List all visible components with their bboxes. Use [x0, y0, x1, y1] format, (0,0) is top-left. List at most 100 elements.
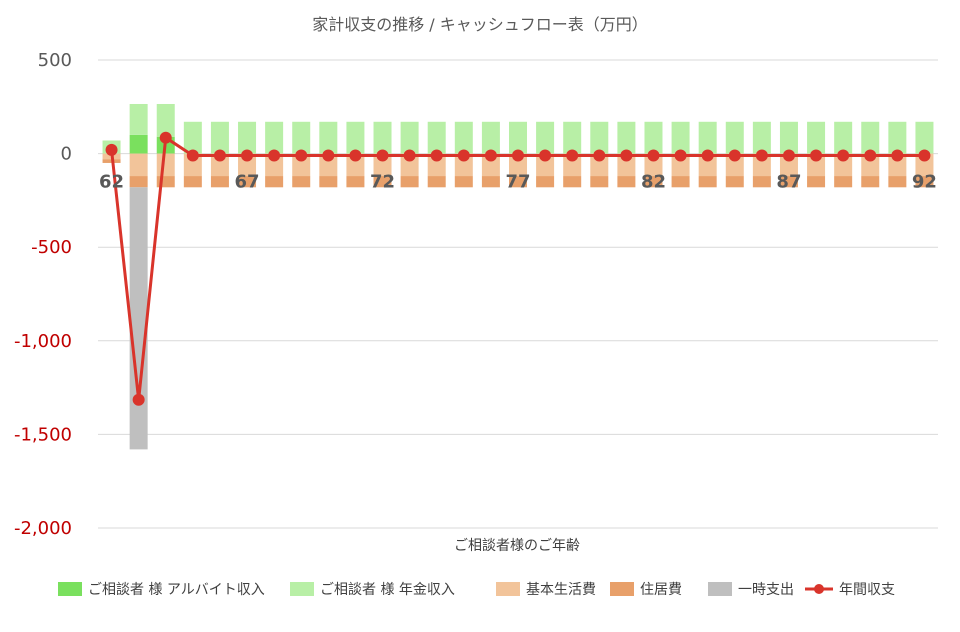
bar-segment	[292, 121, 311, 154]
x-tick-label: 62	[99, 172, 124, 193]
bar-segment	[400, 121, 419, 154]
legend-item: 基本生活費	[496, 581, 596, 598]
net-cashflow-point	[241, 149, 254, 162]
bar-segment	[807, 176, 826, 188]
bar-segment	[427, 121, 446, 154]
bar-segment	[509, 176, 527, 188]
net-cashflow-point	[701, 149, 714, 162]
bar-segment	[671, 176, 690, 188]
bar-segment	[210, 121, 229, 154]
bar-segment	[888, 176, 907, 188]
bar-segment	[698, 121, 717, 154]
bar-segment	[590, 121, 609, 154]
x-tick-label: 72	[370, 172, 395, 193]
net-cashflow-point	[295, 149, 308, 162]
net-cashflow-point	[864, 149, 877, 162]
legend-swatch	[58, 582, 82, 596]
legend-label: 基本生活費	[526, 581, 596, 598]
net-cashflow-point	[159, 131, 172, 144]
bar-segment	[481, 121, 500, 154]
net-cashflow-point	[539, 149, 552, 162]
net-cashflow-point	[674, 149, 687, 162]
bar-segment	[834, 121, 853, 154]
legend-label: 年間収支	[839, 582, 895, 598]
y-axis-ticks: 500 0 -500 -1,000 -1,500 -2,000	[14, 50, 72, 539]
bar-segment	[265, 176, 284, 188]
bar-segment	[725, 176, 744, 188]
x-tick-label: 82	[641, 172, 666, 193]
bar-segment	[563, 176, 582, 188]
legend-swatch	[496, 582, 520, 596]
bar-segment	[454, 121, 473, 154]
x-tick-label: 77	[505, 172, 530, 193]
bar-segment	[346, 121, 365, 154]
x-axis-ticks: 62 67 72 77 82 87 92	[99, 172, 937, 193]
legend-item: 住居費	[610, 582, 682, 598]
net-cashflow-point	[484, 149, 497, 162]
bar-segment	[183, 121, 202, 154]
bar-segment	[292, 176, 311, 188]
net-cashflow-point	[593, 149, 606, 162]
bar-segment	[698, 176, 717, 188]
legend-swatch	[708, 582, 732, 596]
net-cashflow-point	[566, 149, 579, 162]
legend-label: 一時支出	[738, 582, 794, 598]
net-cashflow-point	[268, 149, 281, 162]
net-cashflow-point	[322, 149, 335, 162]
legend-item: 一時支出	[708, 582, 794, 598]
x-tick-label: 67	[235, 172, 260, 193]
bar-segment	[509, 121, 527, 154]
bar-segment	[834, 176, 853, 188]
net-cashflow-point	[620, 149, 633, 162]
net-cashflow-point	[728, 149, 741, 162]
bar-segment	[563, 121, 582, 154]
net-cashflow-point	[512, 149, 524, 162]
bar-segment	[319, 176, 338, 188]
bar-segment	[156, 103, 175, 137]
x-tick-label: 87	[776, 172, 801, 193]
net-cashflow-point	[186, 149, 199, 162]
y-tick-label: -500	[31, 237, 72, 258]
bar-segment	[238, 176, 257, 188]
bar-segment	[752, 121, 771, 154]
bar-segment	[807, 121, 826, 154]
legend-item: ご相談者 様 年金収入	[290, 582, 455, 598]
bar-segment	[238, 121, 257, 154]
y-tick-label: -1,000	[14, 331, 72, 352]
bar-segment	[454, 176, 473, 188]
net-cashflow-point	[782, 149, 795, 162]
net-cashflow-point	[837, 149, 850, 162]
net-cashflow-point	[403, 149, 416, 162]
bar-segment	[617, 121, 636, 154]
bar-segment	[129, 103, 148, 135]
bar-segment	[861, 121, 880, 154]
bar-segment	[481, 176, 500, 188]
bar-segment	[156, 153, 175, 177]
bar-segment	[536, 121, 555, 154]
net-cashflow-point	[132, 393, 145, 406]
legend-label: ご相談者 様 アルバイト収入	[88, 582, 265, 598]
bar-segment	[346, 176, 365, 188]
bar-segment	[427, 176, 446, 188]
bar-segment	[644, 176, 663, 188]
legend-label: ご相談者 様 年金収入	[320, 582, 455, 598]
bar-segment	[319, 121, 338, 154]
line-layer	[105, 131, 931, 406]
bar-segment	[265, 121, 284, 154]
net-cashflow-point	[891, 149, 904, 162]
bar-segment	[129, 176, 148, 188]
bar-segment	[861, 176, 880, 188]
y-tick-label: 0	[61, 144, 72, 165]
legend-item: ご相談者 様 アルバイト収入	[58, 582, 265, 598]
x-axis-label: ご相談者様のご年齢	[454, 538, 580, 554]
grid-layer	[98, 59, 938, 529]
legend-swatch	[610, 582, 634, 596]
net-cashflow-point	[755, 149, 768, 162]
bar-segment	[671, 121, 690, 154]
bar-segment	[536, 176, 555, 188]
bar-segment	[915, 121, 934, 154]
chart-title: 家計収支の推移 / キャッシュフロー表（万円）	[312, 15, 648, 34]
bar-segment	[373, 121, 392, 154]
